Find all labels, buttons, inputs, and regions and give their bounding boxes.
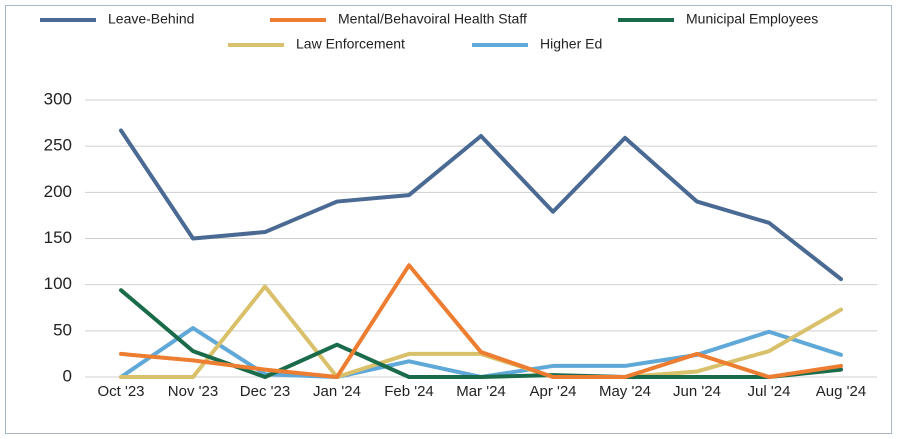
series-line	[119, 128, 843, 282]
legend-label: Leave-Behind	[108, 11, 194, 27]
series-line	[119, 263, 843, 379]
y-tick-label: 0	[63, 366, 72, 385]
y-tick-label: 150	[44, 228, 72, 247]
x-tick-label: Oct '23	[97, 383, 144, 400]
x-tick-label: Dec '23	[240, 383, 290, 400]
legend-label: Municipal Employees	[686, 11, 818, 27]
chart-frame	[5, 5, 892, 434]
x-tick-label: Jul '24	[748, 383, 791, 400]
y-tick-label: 250	[44, 136, 72, 155]
x-tick-label: Jan '24	[313, 383, 361, 400]
y-tick-label: 300	[44, 89, 72, 108]
legend-label: Mental/Behavoiral Health Staff	[338, 11, 527, 27]
x-tick-label: Feb '24	[384, 383, 434, 400]
x-tick-label: Aug '24	[816, 383, 866, 400]
y-tick-label: 50	[53, 320, 72, 339]
legend-label: Law Enforcement	[296, 36, 405, 52]
x-tick-label: Nov '23	[168, 383, 218, 400]
x-tick-label: Jun '24	[673, 383, 721, 400]
y-tick-label: 200	[44, 182, 72, 201]
y-tick-label: 100	[44, 274, 72, 293]
x-tick-label: Mar '24	[456, 383, 506, 400]
legend-label: Higher Ed	[540, 36, 602, 52]
x-tick-label: Apr '24	[529, 383, 576, 400]
x-tick-label: May '24	[599, 383, 651, 400]
